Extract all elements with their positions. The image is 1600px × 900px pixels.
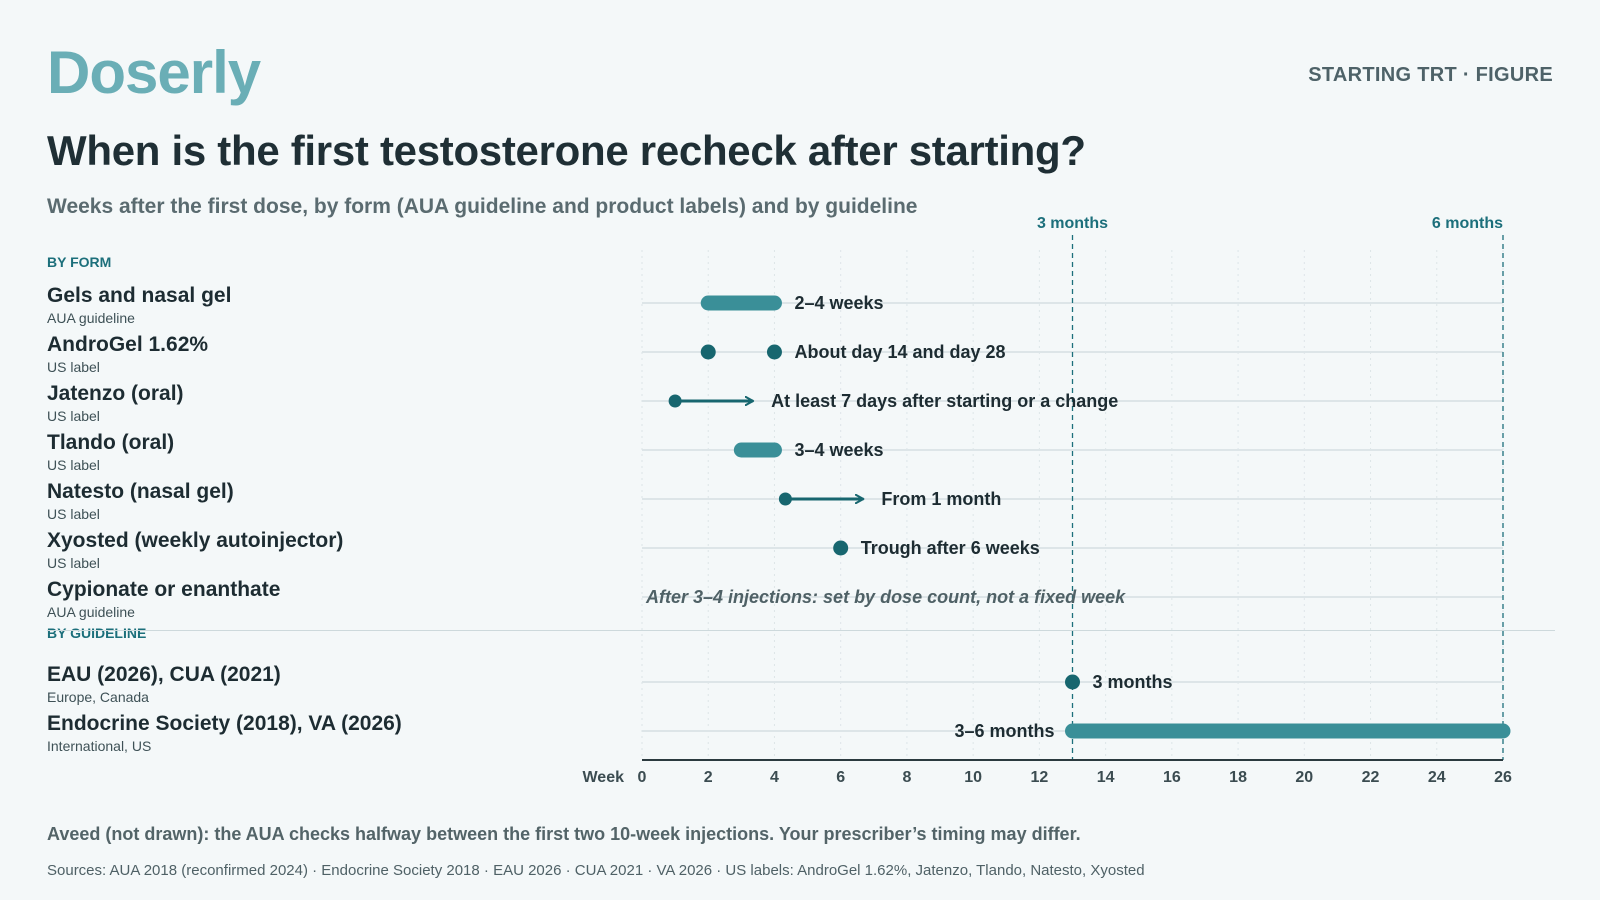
row-source: US label [47, 359, 100, 375]
arrow-label: From 1 month [881, 489, 1001, 509]
x-tick-label: 22 [1362, 769, 1380, 786]
x-tick-label: 2 [704, 769, 713, 786]
point-marker [766, 344, 782, 360]
row-source: US label [47, 506, 100, 522]
range-label: 3–6 months [954, 721, 1054, 741]
point-label: 3 months [1093, 672, 1173, 692]
figure-tag: STARTING TRT · FIGURE [1308, 64, 1553, 86]
x-tick-label: 0 [638, 769, 647, 786]
arrow-start-marker [778, 492, 792, 506]
row-label-eau-cua: EAU (2026), CUA (2021) Europe, Canada [47, 662, 281, 706]
row-label-natesto: Natesto (nasal gel) US label [47, 479, 234, 523]
x-tick-label: 14 [1097, 769, 1115, 786]
point-label: About day 14 and day 28 [794, 342, 1005, 362]
x-tick-label: 4 [770, 769, 779, 786]
x-axis-label: Week [582, 769, 624, 786]
row-name: Endocrine Society (2018), VA (2026) [47, 712, 402, 735]
row-source: AUA guideline [47, 310, 135, 326]
row-name: AndroGel 1.62% [47, 333, 209, 356]
x-tick-label: 24 [1428, 769, 1446, 786]
row-label-tlando: Tlando (oral) US label [47, 430, 174, 474]
row-name: Natesto (nasal gel) [47, 480, 234, 503]
section-label-by-form: BY FORM [47, 254, 112, 270]
row-label-jatenzo: Jatenzo (oral) US label [47, 381, 184, 425]
x-tick-label: 6 [836, 769, 845, 786]
row-label-cypionate: Cypionate or enanthate AUA guideline [47, 577, 280, 621]
x-tick-label: 18 [1229, 769, 1247, 786]
row-name: Xyosted (weekly autoinjector) [47, 529, 344, 552]
range-label: 3–4 weeks [794, 440, 883, 460]
point-marker [1065, 674, 1080, 690]
section-divider [47, 630, 1555, 631]
page-title: When is the first testosterone recheck a… [47, 127, 1086, 174]
row-name: EAU (2026), CUA (2021) [47, 663, 281, 686]
row-label-endocrine-va: Endocrine Society (2018), VA (2026) Inte… [47, 711, 402, 755]
row-name: Gels and nasal gel [47, 284, 232, 307]
row-source: International, US [47, 738, 152, 754]
arrow-label: At least 7 days after starting or a chan… [771, 391, 1118, 411]
row-label-xyosted: Xyosted (weekly autoinjector) US label [47, 528, 343, 572]
row-name: Jatenzo (oral) [47, 382, 184, 405]
row-source: US label [47, 555, 100, 571]
row-source: US label [47, 408, 100, 424]
point-marker [833, 540, 849, 556]
x-tick-label: 10 [964, 769, 982, 786]
sources-line: Sources: AUA 2018 (reconfirmed 2024) · E… [47, 862, 1145, 879]
reference-line-label: 6 months [1432, 215, 1503, 232]
row-name: Tlando (oral) [47, 431, 175, 454]
section-label-by-guideline: BY GUIDELINE [47, 625, 147, 641]
row-source: Europe, Canada [47, 689, 149, 705]
row-label-gels: Gels and nasal gel AUA guideline [47, 283, 231, 327]
footnote: Aveed (not drawn): the AUA checks halfwa… [47, 824, 1081, 844]
x-tick-label: 20 [1295, 769, 1313, 786]
point-label: Trough after 6 weeks [861, 538, 1040, 558]
x-tick-label: 26 [1494, 769, 1512, 786]
x-tick-label: 8 [902, 769, 911, 786]
note-label: After 3–4 injections: set by dose count,… [645, 587, 1126, 607]
page-subtitle: Weeks after the first dose, by form (AUA… [47, 195, 918, 218]
point-marker [700, 344, 716, 360]
row-label-androgel: AndroGel 1.62% US label [47, 332, 208, 376]
row-source: US label [47, 457, 100, 473]
brand-logo: Doserly [47, 39, 261, 106]
row-name: Cypionate or enanthate [47, 578, 281, 601]
range-label: 2–4 weeks [794, 293, 883, 313]
arrow-start-marker [668, 394, 682, 408]
x-tick-label: 16 [1163, 769, 1181, 786]
reference-line-label: 3 months [1037, 215, 1108, 232]
row-source: AUA guideline [47, 604, 135, 620]
x-tick-label: 12 [1030, 769, 1048, 786]
